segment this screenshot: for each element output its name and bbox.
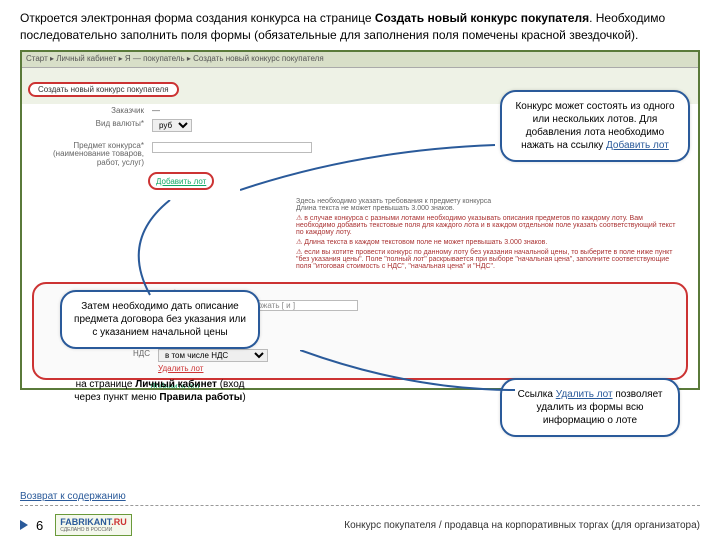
label-subject: Предмет конкурса* (наименование товаров,… xyxy=(32,142,152,168)
add-lot-link-1[interactable]: Добавить лот xyxy=(156,177,206,186)
logo-text-a: FABRIKANT xyxy=(60,517,111,527)
page-title-pill: Создать новый конкурс покупателя xyxy=(28,82,179,97)
label-customer: Заказчик xyxy=(32,106,152,115)
callout-bot-right: Ссылка Удалить лот позволяет удалить из … xyxy=(500,378,680,437)
note2: Длина текста не может превышать 3.000 зн… xyxy=(296,205,684,212)
callout-tr-link: Добавить лот xyxy=(606,140,669,151)
callout-mid-left: Затем необходимо дать описание предмета … xyxy=(60,290,260,349)
page-number: 6 xyxy=(36,518,43,533)
callout-br-link: Удалить лот xyxy=(556,389,613,400)
select-nds[interactable]: в том числе НДС xyxy=(158,349,268,362)
warn3: если вы хотите провести конкурс по данно… xyxy=(296,248,684,270)
footer-caption: Конкурс покупателя / продавца на корпора… xyxy=(344,520,700,531)
header-paragraph: Откроется электронная форма создания кон… xyxy=(0,0,720,50)
logo-sub: СДЕЛАНО В РОССИИ xyxy=(60,527,127,533)
arrow-icon xyxy=(20,520,28,530)
callout-ml-text: Затем необходимо дать описание предмета … xyxy=(74,301,246,338)
label-currency: Вид валюты* xyxy=(32,119,152,132)
select-currency[interactable]: руб xyxy=(152,119,192,132)
callout-bot-left: на странице Личный кабинет (вход через п… xyxy=(60,370,260,412)
lot-description-box: Здесь необходимо указать требования к пр… xyxy=(292,194,688,276)
return-link[interactable]: Возврат к содержанию xyxy=(20,491,126,502)
header-intro-a: Откроется электронная форма создания кон… xyxy=(20,11,375,25)
logo: FABRIKANT.RU СДЕЛАНО В РОССИИ xyxy=(55,514,132,536)
input-subject[interactable] xyxy=(152,142,312,153)
breadcrumb: Старт ▸ Личный кабинет ▸ Я — покупатель … xyxy=(22,52,698,68)
footer: 6 FABRIKANT.RU СДЕЛАНО В РОССИИ Конкурс … xyxy=(0,510,720,540)
callout-top-right: Конкурс может состоять из одного или нес… xyxy=(500,90,690,162)
header-bold: Создать новый конкурс покупателя xyxy=(375,11,589,25)
label-nds: НДС xyxy=(38,349,158,362)
note1: Здесь необходимо указать требования к пр… xyxy=(296,198,684,205)
warn2: Длина текста в каждом текстовом поле не … xyxy=(296,238,684,246)
warn1: в случае конкурса с разными лотами необх… xyxy=(296,214,684,236)
footer-divider xyxy=(20,505,700,506)
logo-text-b: .RU xyxy=(111,517,127,527)
